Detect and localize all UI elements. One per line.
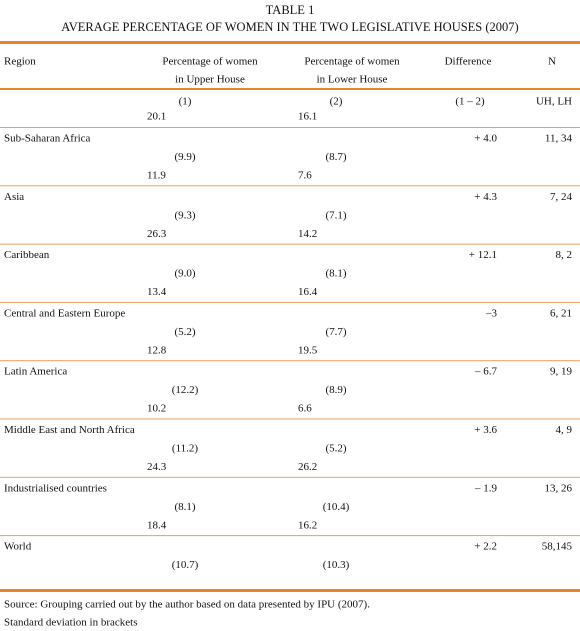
cell-lower: 19.5 xyxy=(298,344,318,356)
table-title: AVERAGE PERCENTAGE OF WOMEN IN THE TWO L… xyxy=(61,20,518,34)
cell-upper: (12.2) xyxy=(172,384,199,396)
cell-lower: (10.3) xyxy=(323,559,350,571)
cell-difference: – 6.7 xyxy=(474,366,498,378)
cell-n: 58,145 xyxy=(542,541,573,553)
cell-region: Caribbean xyxy=(4,249,50,261)
row-separator xyxy=(0,243,580,245)
column-header: in Upper House xyxy=(175,74,245,86)
cell-n: 9, 19 xyxy=(550,366,573,378)
cell-region: Industrialised countries xyxy=(4,482,107,494)
cell-difference: + 3.6 xyxy=(474,424,497,436)
cell-difference: + 12.1 xyxy=(469,249,497,261)
cell-difference: –3 xyxy=(485,307,498,319)
source-note: Source: Grouping carried out by the auth… xyxy=(4,599,370,611)
cell-upper: 20.1 xyxy=(147,111,166,123)
cell-lower: 16.4 xyxy=(298,286,318,298)
row-separator xyxy=(0,127,580,128)
cell-lower: (8.7) xyxy=(325,151,346,163)
cell-upper: (8.1) xyxy=(174,501,195,513)
row-separator xyxy=(0,360,580,362)
cell-lower: (2) xyxy=(330,96,343,108)
cell-lower: 16.2 xyxy=(298,519,317,531)
cell-difference: + 4.0 xyxy=(474,133,497,145)
cell-upper: 26.3 xyxy=(147,228,167,240)
cell-lower: 14.2 xyxy=(298,228,317,240)
row-separator xyxy=(0,301,580,303)
cell-upper: 24.3 xyxy=(147,461,167,473)
cell-lower: (7.7) xyxy=(325,326,346,338)
cell-region: World xyxy=(4,541,32,553)
cell-difference: (1 – 2) xyxy=(455,96,485,108)
cell-upper: (10.7) xyxy=(172,559,199,571)
cell-n: UH, LH xyxy=(536,96,572,108)
cell-upper: (9.9) xyxy=(174,151,195,163)
cell-n: 7, 24 xyxy=(550,191,573,203)
cell-n: 8, 2 xyxy=(556,249,573,261)
cell-n: 13, 26 xyxy=(545,482,573,494)
column-header: Region xyxy=(4,56,36,68)
cell-upper: (1) xyxy=(179,96,192,108)
cell-upper: 13.4 xyxy=(147,286,167,298)
row-separator xyxy=(0,476,580,478)
rule-header xyxy=(0,88,580,90)
cell-upper: (9.0) xyxy=(174,268,195,280)
column-header: Percentage of women xyxy=(304,56,400,68)
cell-upper: (5.2) xyxy=(174,326,195,338)
cell-difference: + 2.2 xyxy=(474,541,497,553)
cell-upper: (11.2) xyxy=(172,443,199,455)
cell-lower: (8.9) xyxy=(325,384,346,396)
cell-lower: (10.4) xyxy=(323,501,350,513)
cell-region: Asia xyxy=(4,191,24,203)
cell-lower: 6.6 xyxy=(298,403,312,415)
cell-lower: 16.1 xyxy=(298,111,317,123)
rule-top xyxy=(0,41,580,44)
cell-n: 4, 9 xyxy=(556,424,573,436)
cell-lower: 7.6 xyxy=(298,170,312,182)
cell-region: Middle East and North Africa xyxy=(4,424,135,436)
cell-region: Central and Eastern Europe xyxy=(4,307,125,319)
cell-lower: 26.2 xyxy=(298,461,317,473)
column-header: Percentage of women xyxy=(162,56,258,68)
cell-region: Latin America xyxy=(4,366,67,378)
row-separator xyxy=(0,535,580,537)
cell-lower: (8.1) xyxy=(325,268,346,280)
cell-lower: (7.1) xyxy=(325,209,346,221)
cell-n: 6, 21 xyxy=(550,307,572,319)
cell-n: 11, 34 xyxy=(545,133,573,145)
row-separator xyxy=(0,185,580,187)
row-separator xyxy=(0,418,580,420)
cell-difference: – 1.9 xyxy=(474,482,498,494)
table-label: TABLE 1 xyxy=(266,3,315,17)
cell-upper: 18.4 xyxy=(147,519,167,531)
column-header: in Lower House xyxy=(317,74,388,86)
rule-bottom xyxy=(0,589,580,592)
cell-region: Sub-Saharan Africa xyxy=(4,133,91,145)
column-header: N xyxy=(548,56,556,68)
cell-upper: (9.3) xyxy=(174,209,195,221)
cell-upper: 12.8 xyxy=(147,344,167,356)
column-header: Difference xyxy=(445,56,492,68)
cell-difference: + 4.3 xyxy=(474,191,497,203)
cell-lower: (5.2) xyxy=(325,443,346,455)
footnote: Standard deviation in brackets xyxy=(4,617,138,629)
cell-upper: 11.9 xyxy=(147,170,166,182)
cell-upper: 10.2 xyxy=(147,403,166,415)
